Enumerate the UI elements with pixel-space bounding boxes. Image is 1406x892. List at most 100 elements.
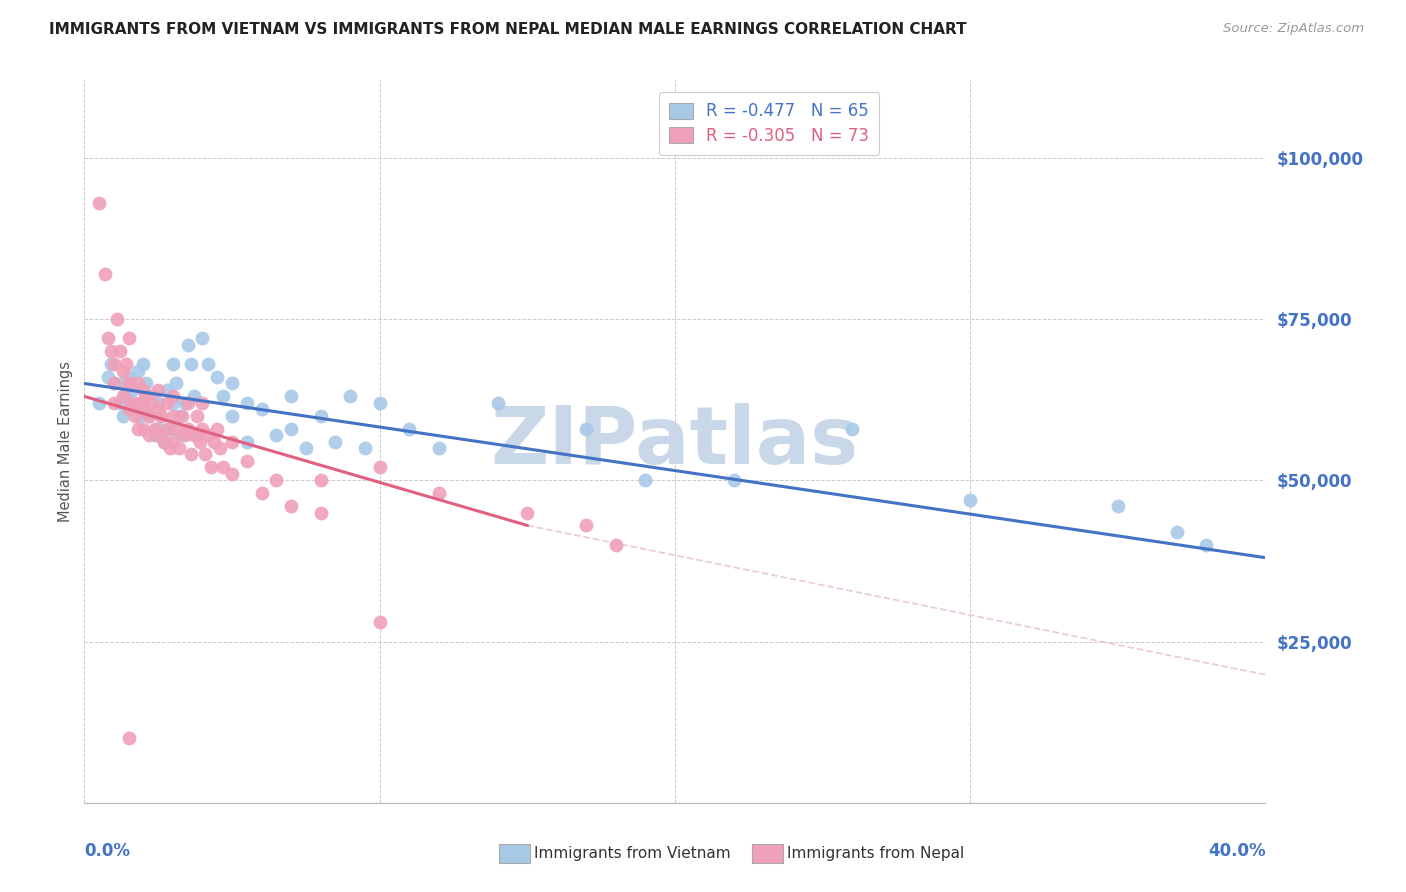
Point (114, 389, 136, 403)
Point (191, 331, 214, 345)
Point (132, 357, 155, 371)
Point (111, 389, 134, 403)
Point (236, 454, 259, 468)
Point (207, 370, 229, 384)
Point (132, 402, 155, 417)
Point (159, 422, 181, 436)
Point (148, 383, 170, 397)
Point (103, 376, 125, 391)
Point (111, 376, 134, 391)
Point (148, 402, 170, 417)
Point (129, 409, 152, 423)
Point (1195, 538, 1218, 552)
Point (354, 441, 377, 455)
Point (177, 338, 200, 352)
Point (180, 357, 202, 371)
Point (180, 447, 202, 461)
Point (309, 506, 332, 520)
Point (162, 389, 184, 403)
Point (129, 396, 152, 410)
Point (575, 422, 598, 436)
Point (165, 422, 187, 436)
Point (141, 389, 163, 403)
Point (100, 357, 122, 371)
Point (186, 428, 208, 442)
Point (295, 441, 318, 455)
Point (162, 409, 184, 423)
Point (368, 615, 391, 630)
Point (111, 409, 134, 423)
Point (280, 389, 302, 403)
Point (177, 422, 200, 436)
Y-axis label: Median Male Earnings: Median Male Earnings (58, 361, 73, 522)
Point (221, 376, 243, 391)
Point (103, 396, 125, 410)
Point (153, 434, 176, 449)
Point (177, 396, 200, 410)
Point (148, 428, 170, 442)
Point (124, 409, 146, 423)
Point (170, 428, 193, 442)
Point (339, 389, 361, 403)
Point (103, 357, 125, 371)
Point (135, 376, 157, 391)
Point (108, 396, 131, 410)
Point (156, 396, 179, 410)
Point (118, 370, 141, 384)
Point (186, 409, 208, 423)
Point (167, 409, 190, 423)
Point (188, 434, 211, 449)
Text: Source: ZipAtlas.com: Source: ZipAtlas.com (1223, 22, 1364, 36)
Point (427, 441, 450, 455)
Point (212, 460, 235, 475)
Point (170, 409, 193, 423)
Point (87, 396, 111, 410)
Point (100, 344, 122, 359)
Point (212, 389, 235, 403)
Point (118, 376, 141, 391)
Point (183, 389, 205, 403)
Point (183, 428, 205, 442)
Point (173, 396, 195, 410)
Point (197, 357, 219, 371)
Point (159, 441, 181, 455)
Point (138, 409, 160, 423)
Point (105, 312, 128, 326)
Point (368, 396, 391, 410)
Point (124, 396, 146, 410)
Point (250, 402, 273, 417)
Point (150, 409, 173, 423)
Text: 0.0%: 0.0% (84, 842, 131, 860)
Point (135, 389, 157, 403)
Point (266, 473, 288, 487)
Point (156, 422, 179, 436)
Point (959, 492, 981, 507)
Point (167, 441, 190, 455)
Point (143, 428, 166, 442)
Point (634, 473, 657, 487)
Point (114, 357, 136, 371)
Point (143, 422, 166, 436)
Point (202, 434, 225, 449)
Point (148, 396, 170, 410)
Point (221, 409, 243, 423)
Point (173, 428, 195, 442)
Point (427, 486, 450, 500)
Point (132, 383, 155, 397)
Point (127, 363, 149, 377)
Point (127, 376, 149, 391)
Point (398, 422, 420, 436)
Point (111, 363, 134, 377)
Point (87, 195, 111, 210)
Point (309, 409, 332, 423)
Point (1107, 499, 1129, 513)
Point (118, 731, 141, 746)
Point (121, 383, 143, 397)
Point (221, 434, 243, 449)
Point (605, 538, 627, 552)
Point (118, 402, 141, 417)
Point (1166, 524, 1188, 539)
Point (162, 357, 184, 371)
Point (368, 460, 391, 475)
Point (150, 409, 173, 423)
